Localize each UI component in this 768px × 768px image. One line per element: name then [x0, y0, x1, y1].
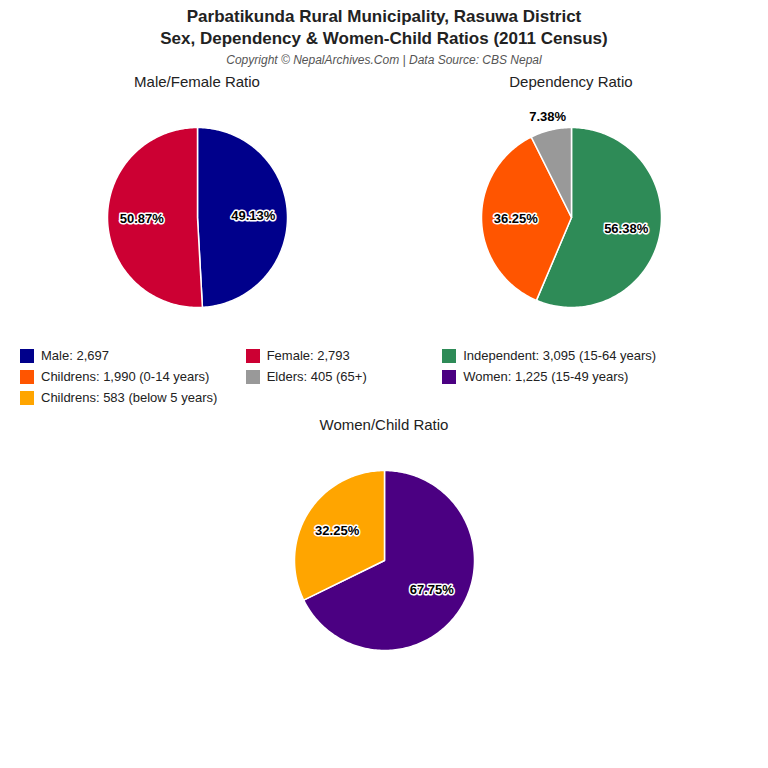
svg-text:56.38%: 56.38%: [604, 221, 649, 236]
html-text:Women/Child Ratio: Women/Child Ratio: [319, 416, 449, 433]
html-text:Male: 2,697: Male: 2,697: [41, 348, 109, 363]
html-text:Female: 2,793: Female: 2,793: [266, 348, 350, 363]
svg-text:50.87%: 50.87%: [120, 211, 165, 226]
html-text:Childrens: 1,990 (0-14 years): Childrens: 1,990 (0-14 years): [41, 369, 210, 384]
svg-text:36.25%: 36.25%: [494, 211, 539, 226]
html-text:Elders: 405 (65+): Elders: 405 (65+): [266, 369, 367, 384]
html-text:Independent: 3,095 (15-64 year: Independent: 3,095 (15-64 years): [463, 348, 657, 363]
html-text:Dependency Ratio: Dependency Ratio: [509, 73, 633, 90]
svg-text:7.38%: 7.38%: [529, 109, 566, 124]
html-text:Childrens: 583 (below 5 years): Childrens: 583 (below 5 years): [41, 390, 218, 405]
html-text:Copyright © NepalArchives.Com: Copyright © NepalArchives.Com | Data Sou…: [226, 53, 542, 67]
svg-text:32.25%: 32.25%: [315, 523, 360, 538]
html-text:Women: 1,225 (15-49 years): Women: 1,225 (15-49 years): [463, 369, 629, 384]
html-text:Parbatikunda Rural Municipalit: Parbatikunda Rural Municipality, Rasuwa …: [186, 7, 582, 26]
html-text:Sex, Dependency & Women-Child: Sex, Dependency & Women-Child Ratios (20…: [160, 29, 608, 48]
svg-text:67.75%: 67.75%: [410, 582, 455, 597]
svg-text:49.13%: 49.13%: [231, 208, 276, 223]
html-text:Male/Female Ratio: Male/Female Ratio: [134, 73, 260, 90]
